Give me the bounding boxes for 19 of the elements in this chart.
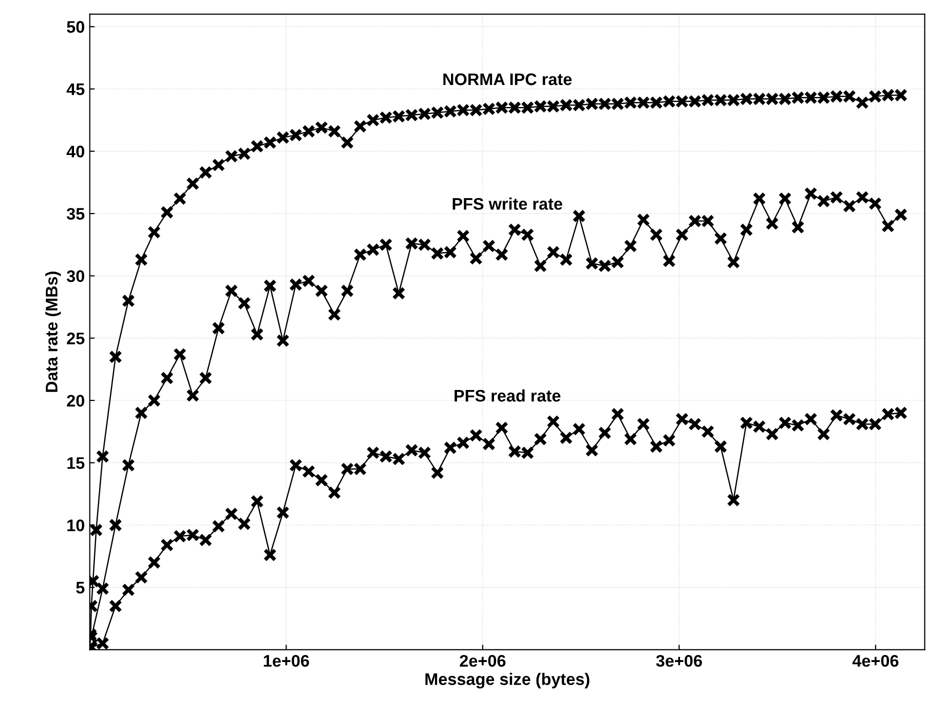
x-tick-label: 1e+06 [264, 654, 310, 667]
y-tick-label: 45 [66, 84, 84, 96]
y-tick-label: 10 [67, 519, 84, 532]
y-tick-label: 35 [66, 208, 84, 220]
y-tick-label: 50 [66, 21, 84, 33]
y-axis-title: Data rate (MBs) [45, 272, 61, 392]
y-tick-label: 40 [66, 146, 84, 158]
series-label: PFS read rate [454, 389, 560, 402]
y-tick-label: 20 [66, 394, 84, 407]
x-tick-label: 2e+06 [460, 654, 506, 667]
series-label: PFS write rate [452, 198, 562, 210]
x-tick-label: 4e+06 [852, 654, 898, 667]
series-label: NORMA IPC rate [443, 73, 572, 86]
y-tick-label: 15 [67, 457, 84, 469]
y-tick-label: 5 [76, 582, 84, 594]
y-tick-label: 30 [66, 270, 84, 282]
x-axis-title: Message size (bytes) [425, 672, 590, 688]
y-tick-label: 25 [66, 332, 84, 344]
x-tick-label: 3e+06 [656, 654, 702, 667]
